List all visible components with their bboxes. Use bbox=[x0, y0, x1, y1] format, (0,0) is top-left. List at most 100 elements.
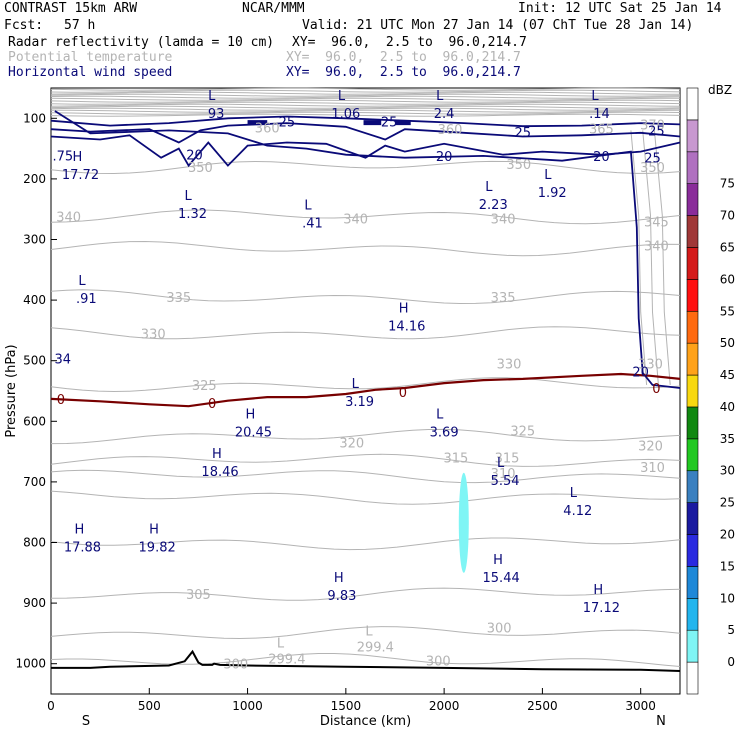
theta-contour bbox=[50, 537, 681, 551]
wind-label: 25 bbox=[514, 126, 531, 141]
fcst-value: 57 h bbox=[64, 18, 96, 33]
theta-contour bbox=[50, 653, 681, 667]
upper-theta-contour bbox=[50, 99, 681, 103]
theta-label: 300 bbox=[223, 658, 248, 673]
org-label: NCAR/MMM bbox=[242, 1, 305, 16]
wind-extremum-kind: H bbox=[72, 150, 82, 165]
theta-label: 325 bbox=[510, 424, 535, 439]
theta-label: 350 bbox=[188, 161, 213, 176]
colorbar-swatch bbox=[686, 534, 699, 567]
wind-label: 25 bbox=[279, 115, 296, 130]
colorbar-swatch bbox=[686, 119, 699, 153]
theta-contour bbox=[50, 469, 681, 484]
theta-label: 360 bbox=[438, 123, 463, 138]
colorbar-level: 75 bbox=[720, 177, 735, 191]
dbz-colorbar: dBZ 0 5 10 15 20 25 30 35 40 45 50 55 60 65 70 75 bbox=[686, 83, 735, 695]
x-tick-label: 1000 bbox=[232, 699, 263, 713]
theta-label: 370 bbox=[640, 118, 665, 133]
wind-extremum-kind: H bbox=[334, 571, 344, 586]
plot-frame bbox=[50, 87, 681, 695]
wind-extremum-value: 14.16 bbox=[388, 319, 425, 334]
wind-extremum-kind: L bbox=[208, 89, 216, 104]
wind-extremum-value: 17.12 bbox=[583, 601, 620, 616]
wind-extremum-kind: L bbox=[436, 89, 444, 104]
upper-theta-contour bbox=[50, 105, 681, 109]
wind-extremum-value: 17.72 bbox=[62, 168, 99, 183]
colorbar-swatch bbox=[686, 629, 699, 663]
wind-extremum-kind: H bbox=[149, 523, 159, 538]
upper-theta-contour bbox=[50, 87, 681, 91]
theta-label: 340 bbox=[644, 240, 669, 255]
colorbar-swatch bbox=[686, 215, 699, 248]
fcst-label: Fcst: bbox=[4, 18, 44, 33]
wind-extremum-kind: L bbox=[352, 377, 360, 392]
y-tick-label: 1000 bbox=[15, 657, 46, 671]
colorbar-level: 20 bbox=[720, 528, 735, 542]
wind-extremum-value: 2.23 bbox=[479, 198, 508, 213]
wind-extremum-value: 9.83 bbox=[327, 589, 356, 604]
theta-extremum-value: 299.4 bbox=[357, 641, 394, 656]
theta-label: 320 bbox=[339, 437, 364, 452]
colorbar-level: 25 bbox=[720, 496, 735, 510]
upper-theta-contour bbox=[50, 91, 680, 95]
theta-label: 350 bbox=[506, 158, 531, 173]
model-title: CONTRAST 15km ARW bbox=[4, 1, 138, 16]
upper-contour-band bbox=[50, 87, 681, 117]
theta-label: 330 bbox=[141, 327, 166, 342]
colorbar-level: 0 bbox=[727, 655, 735, 669]
colorbar-swatch bbox=[686, 502, 699, 535]
field-theta-xy: XY= 96.0, 2.5 to 96.0,214.7 bbox=[286, 50, 521, 65]
wind-extremum-kind: L bbox=[544, 168, 552, 183]
wind-label: 25 bbox=[648, 124, 665, 139]
y-tick-label: 100 bbox=[23, 111, 46, 125]
theta-contour bbox=[630, 130, 648, 385]
wind-extremum-kind: H bbox=[399, 301, 409, 316]
wind-label: 0 bbox=[399, 386, 407, 401]
upper-theta-contour bbox=[50, 101, 681, 105]
theta-contour bbox=[50, 289, 681, 305]
wind-extremum-value: .75 bbox=[52, 150, 73, 165]
wind-extremum-kind: L bbox=[338, 89, 346, 104]
upper-theta-contour bbox=[50, 107, 681, 111]
theta-label: 345 bbox=[644, 215, 669, 230]
wind-extremum-value: 15.44 bbox=[483, 571, 520, 586]
colorbar-unit: dBZ bbox=[708, 83, 732, 97]
wind-extremum-kind: L bbox=[304, 198, 312, 213]
theta-label: 340 bbox=[343, 212, 368, 227]
reflectivity-echo bbox=[458, 472, 469, 573]
wind-label: 0 bbox=[652, 382, 660, 397]
x-tick-label: 2500 bbox=[527, 699, 558, 713]
zero-wind-line bbox=[50, 372, 681, 408]
y-tick-label: 200 bbox=[23, 172, 46, 186]
wind-extremum-kind: L bbox=[436, 407, 444, 422]
y-tick-label: 400 bbox=[23, 293, 46, 307]
theta-contour bbox=[50, 240, 681, 257]
terrain-line bbox=[51, 649, 681, 672]
wind-extremum-kind: L bbox=[185, 189, 193, 204]
x-axis-label: Distance (km) bbox=[320, 714, 411, 729]
wind-extremum-kind: H bbox=[245, 407, 255, 422]
colorbar-level: 50 bbox=[720, 336, 735, 350]
colorbar-level: 30 bbox=[720, 464, 735, 478]
wind-extremum-kind: H bbox=[493, 553, 503, 568]
wind-label: 20 bbox=[186, 149, 203, 164]
x-tick-label: 0 bbox=[47, 699, 55, 713]
colorbar-swatch bbox=[686, 406, 699, 440]
colorbar-level: 10 bbox=[720, 591, 735, 605]
wind-extremum-value: .41 bbox=[302, 216, 323, 231]
wind-extremum-value: 20.45 bbox=[235, 425, 272, 440]
theta-contour bbox=[50, 428, 681, 445]
field-radar-name: Radar reflectivity (lamda = 10 cm) bbox=[8, 35, 275, 50]
wind-extremum-value: 1.32 bbox=[178, 207, 207, 222]
wind-extremum-value: 1.92 bbox=[538, 186, 567, 201]
theta-label: 300 bbox=[487, 621, 512, 636]
theta-label: 320 bbox=[638, 440, 663, 455]
theta-label: 325 bbox=[192, 379, 217, 394]
x-tick-label: 1500 bbox=[331, 699, 362, 713]
x-tick-label: 2000 bbox=[429, 699, 460, 713]
theta-contour bbox=[50, 377, 681, 393]
wind-extremum-kind: H bbox=[593, 583, 603, 598]
wind-label: 25 bbox=[644, 152, 661, 167]
field-radar-xy: XY= 96.0, 2.5 to 96.0,214.7 bbox=[292, 35, 527, 50]
